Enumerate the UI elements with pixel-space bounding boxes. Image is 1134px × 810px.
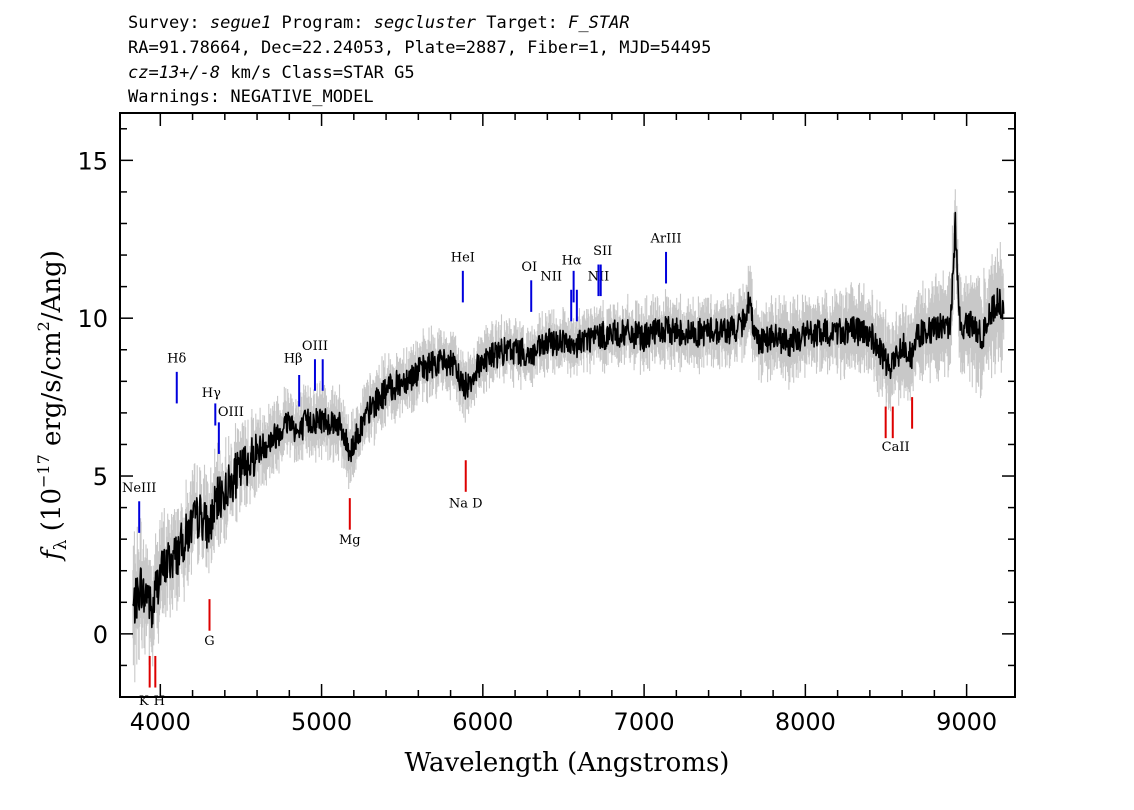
header-line-3: cz=13+/-8 km/s Class=STAR G5 — [128, 63, 415, 83]
plot-area — [132, 189, 1005, 683]
y-tick-label: 0 — [93, 621, 108, 649]
line-label: OI — [521, 260, 537, 275]
line-label: NeIII — [122, 481, 156, 496]
line-label: Hδ — [167, 351, 186, 366]
x-tick-label: 7000 — [614, 708, 675, 736]
line-label: NII — [540, 269, 562, 284]
line-label: ArIII — [650, 231, 682, 246]
flux-line — [132, 211, 1005, 629]
line-label: Mg — [339, 533, 361, 548]
line-label: Hγ — [202, 386, 221, 401]
y-tick-label: 10 — [77, 305, 108, 333]
y-tick-label: 15 — [77, 147, 108, 175]
line-label: OIII — [302, 339, 328, 354]
line-label: G — [204, 634, 214, 649]
x-tick-label: 6000 — [452, 708, 513, 736]
axes: 4000 5000 6000 7000 8000 9000 0 5 10 15 — [77, 112, 1016, 736]
y-axis-label: fλ (10−17 erg/s/cm2/Ang) — [34, 250, 71, 562]
line-label: Hβ — [284, 351, 303, 366]
y-tick-label: 5 — [93, 463, 108, 491]
line-label: OIII — [218, 405, 244, 420]
line-markers: NeIIIHδHγOIIIHβOIIIHeIOINIIHαNIISIIArIII… — [122, 231, 914, 709]
line-label: SII — [593, 244, 612, 259]
header-line-2: RA=91.78664, Dec=22.24053, Plate=2887, F… — [128, 38, 711, 58]
plot-frame — [119, 112, 1016, 698]
line-label: Hα — [562, 254, 582, 269]
x-tick-label: 5000 — [291, 708, 352, 736]
x-tick-label: 8000 — [775, 708, 836, 736]
header-line-1: Survey: segue1 Program: segcluster Targe… — [128, 13, 630, 33]
x-axis-label: Wavelength (Angstroms) — [405, 748, 730, 778]
line-label: HeI — [451, 250, 475, 265]
line-label: H — [154, 694, 165, 709]
line-label: Na D — [449, 497, 483, 512]
line-label: NII — [588, 269, 610, 284]
chart-header: Survey: segue1 Program: segcluster Targe… — [128, 13, 711, 107]
x-tick-label: 4000 — [130, 708, 191, 736]
header-line-4: Warnings: NEGATIVE_MODEL — [128, 87, 374, 107]
line-label: CaII — [882, 440, 910, 455]
x-tick-label: 9000 — [936, 708, 997, 736]
line-label: K — [139, 694, 149, 709]
